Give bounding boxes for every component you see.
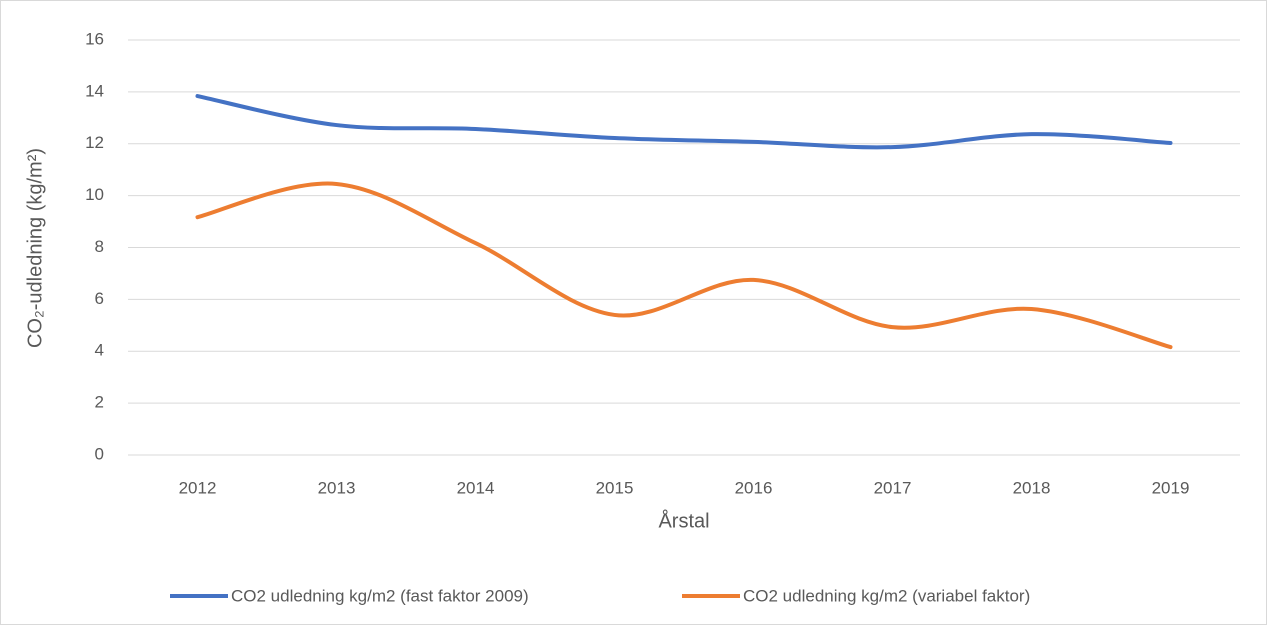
y-tick-label: 2 xyxy=(95,393,104,412)
legend-label: CO2 udledning kg/m2 (fast faktor 2009) xyxy=(231,586,529,605)
x-tick-label: 2012 xyxy=(179,478,217,497)
x-tick-label: 2014 xyxy=(457,478,495,497)
series-line xyxy=(195,94,1173,150)
x-tick-label: 2018 xyxy=(1013,478,1051,497)
x-tick-label: 2016 xyxy=(735,478,773,497)
y-tick-label: 6 xyxy=(95,289,104,308)
y-axis-label: CO₂-udledning (kg/m²) xyxy=(24,148,46,348)
y-tick-label: 0 xyxy=(95,444,104,463)
y-tick-label: 4 xyxy=(95,341,104,360)
legend-label: CO2 udledning kg/m2 (variabel faktor) xyxy=(743,586,1030,605)
x-tick-label: 2019 xyxy=(1152,478,1190,497)
x-tick-label: 2017 xyxy=(874,478,912,497)
y-tick-label: 10 xyxy=(85,185,104,204)
x-tick-label: 2015 xyxy=(596,478,634,497)
x-axis-label: Årstal xyxy=(658,509,709,532)
y-tick-label: 12 xyxy=(85,133,104,152)
x-tick-label: 2013 xyxy=(318,478,356,497)
y-tick-label: 16 xyxy=(85,29,104,48)
y-tick-label: 14 xyxy=(85,81,104,100)
y-tick-label: 8 xyxy=(95,237,104,256)
series-line xyxy=(195,181,1173,350)
